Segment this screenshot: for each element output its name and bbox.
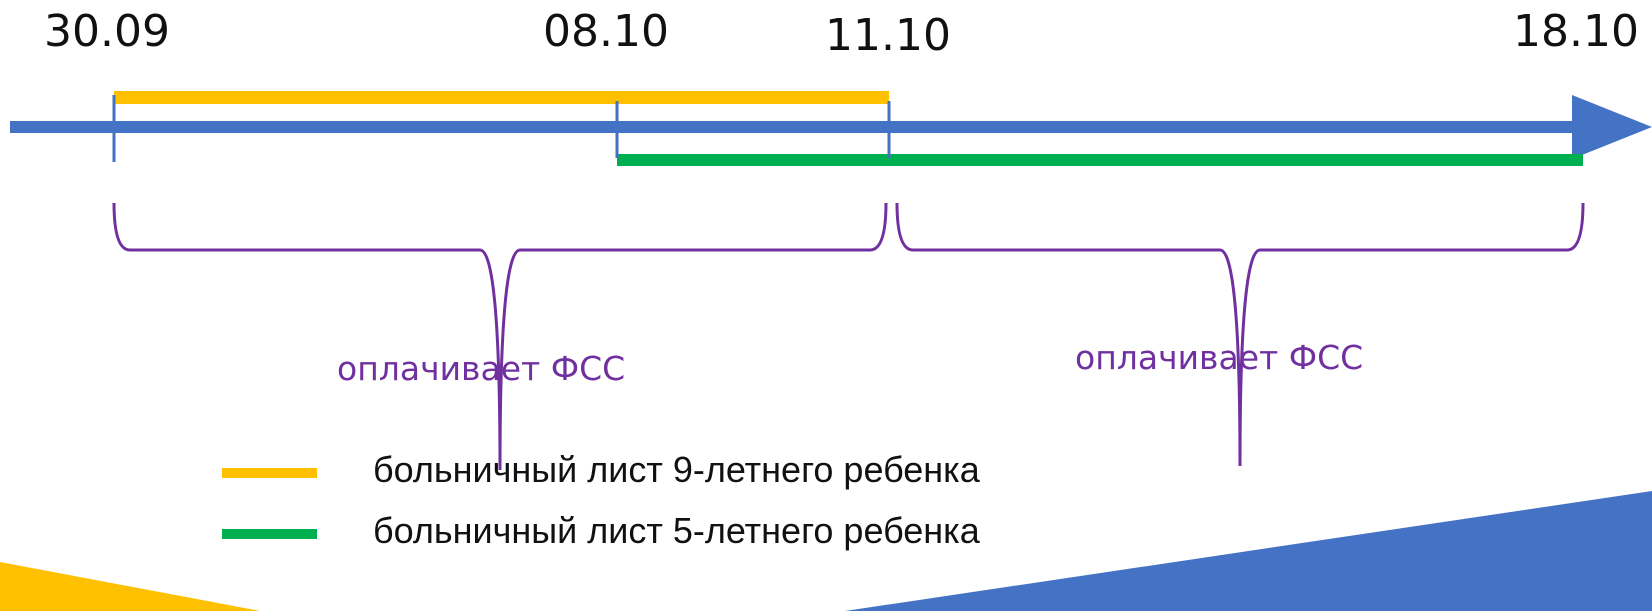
date-label: 11.10	[825, 10, 951, 61]
sick-leave-bar-5yo	[617, 154, 1583, 166]
payer-label: оплачивает ФСС	[1075, 338, 1364, 377]
timeline-arrowhead	[1572, 95, 1652, 159]
date-label: 30.09	[44, 6, 170, 57]
legend-label-5yo: больничный лист 5-летнего ребенка	[373, 510, 980, 551]
payment-brace-2	[895, 202, 1585, 467]
timeline-axis	[10, 121, 1580, 133]
date-label: 18.10	[1513, 6, 1639, 57]
sick-leave-bar-9yo	[114, 91, 889, 104]
payer-label: оплачивает ФСС	[337, 349, 626, 388]
legend-swatch-yellow	[222, 468, 317, 478]
date-label: 08.10	[543, 6, 669, 57]
decorative-corner-yellow	[0, 562, 260, 611]
legend-swatch-green	[222, 529, 317, 539]
decorative-corner-blue	[845, 491, 1652, 611]
legend-label-9yo: больничный лист 9-летнего ребенка	[373, 449, 980, 490]
payment-brace-1	[112, 202, 888, 471]
